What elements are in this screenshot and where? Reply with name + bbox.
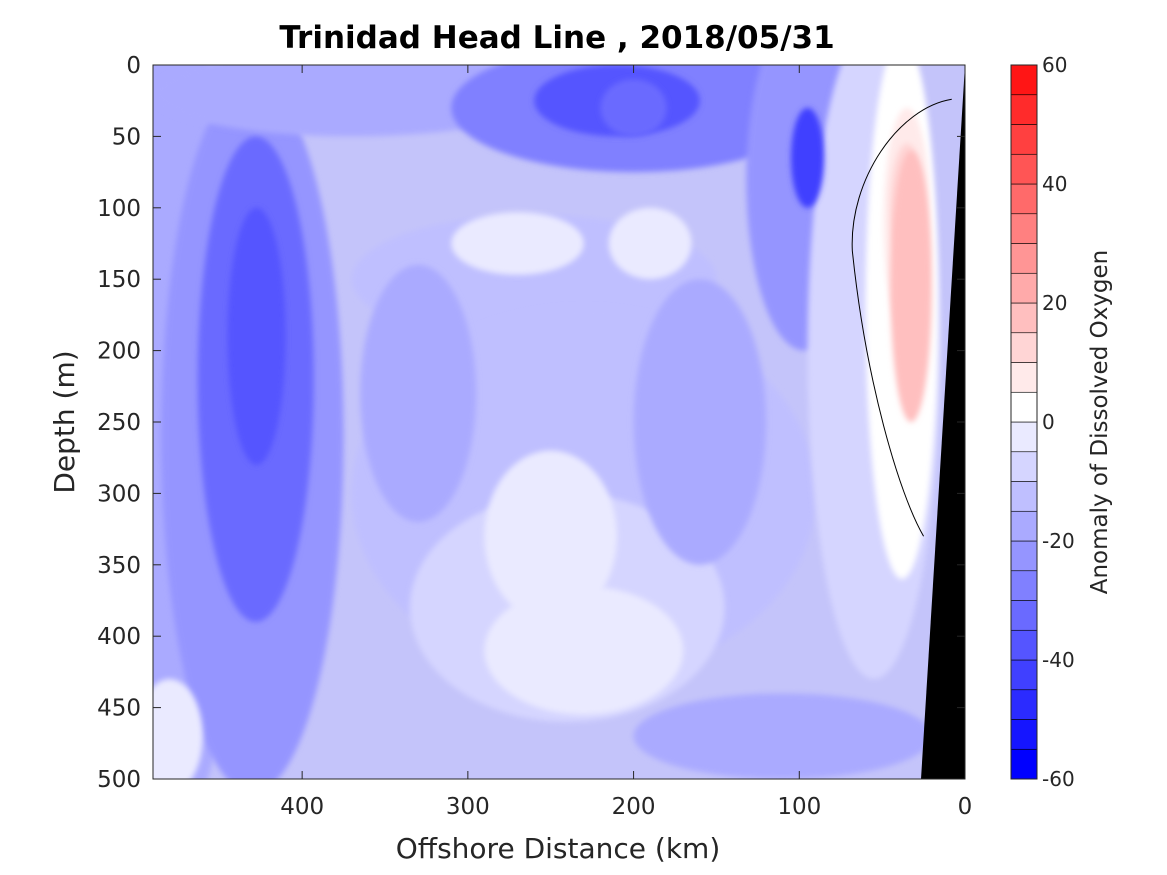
colorbar-segment (1010, 94, 1038, 125)
colorbar-tick-label: -60 (1042, 767, 1075, 791)
bathymetry-fill (921, 65, 965, 779)
colorbar-segment (1010, 183, 1038, 215)
contour-region-22 (633, 693, 932, 779)
y-tick-label: 400 (97, 624, 141, 650)
colorbar-segment (1010, 332, 1038, 363)
colorbar-segment (1010, 570, 1038, 601)
y-tick-label: 500 (97, 767, 141, 793)
x-axis-ticks: 400 300 200 100 0 (280, 65, 972, 820)
feature-low-oxygen-core-offshore (227, 207, 286, 465)
chart-title: Trinidad Head Line , 2018/05/31 (279, 20, 834, 56)
colorbar-segment (1010, 510, 1038, 542)
x-tick-label: 400 (280, 794, 324, 820)
contour-plot-area (153, 65, 965, 779)
colorbar (1010, 64, 1038, 780)
colorbar-label: Anomaly of Dissolved Oxygen (1087, 250, 1113, 595)
colorbar-tick-label: -40 (1042, 648, 1075, 672)
colorbar-segment (1010, 748, 1038, 780)
colorbar-segment (1010, 540, 1038, 572)
colorbar-segment (1010, 124, 1038, 155)
y-tick-label: 50 (112, 124, 141, 150)
feature-low-oxygen-core-shelf-break (791, 107, 825, 208)
feature-positive-anomaly-nearshore (890, 150, 932, 422)
contour-region-16 (360, 264, 477, 522)
x-tick-label: 0 (958, 794, 973, 820)
y-axis-ticks: 0 50 100 150 200 250 300 350 400 450 500 (97, 53, 965, 793)
colorbar-segment (1010, 481, 1038, 512)
colorbar-segment (1010, 391, 1038, 423)
colorbar-tick-label: -20 (1042, 529, 1075, 553)
feature-low-oxygen-surface-patch (600, 79, 667, 137)
colorbar-segment (1010, 600, 1038, 631)
contour-region-10 (608, 207, 692, 280)
y-axis-label: Depth (m) (48, 350, 81, 493)
contour-region-3 (153, 65, 551, 137)
colorbar-segment (1010, 153, 1038, 185)
x-axis-label: Offshore Distance (km) (396, 832, 721, 865)
colorbar-segment (1010, 362, 1038, 393)
contour-region-15 (633, 279, 767, 565)
colorbar-tick-label: 20 (1042, 291, 1067, 315)
zero-contour-line (851, 98, 952, 537)
colorbar-tick-label: 60 (1042, 53, 1067, 77)
x-tick-label: 200 (612, 794, 656, 820)
contour-region-9 (451, 212, 584, 275)
y-tick-label: 350 (97, 553, 141, 579)
y-tick-label: 150 (97, 267, 141, 293)
colorbar-segment (1010, 272, 1038, 304)
colorbar-segment (1010, 421, 1038, 453)
colorbar-segment (1010, 213, 1038, 244)
y-tick-label: 100 (97, 196, 141, 222)
colorbar-segment (1010, 689, 1038, 720)
colorbar-segment (1010, 64, 1038, 96)
contour-region-14 (484, 450, 617, 622)
x-tick-label: 100 (777, 794, 821, 820)
y-tick-label: 300 (97, 481, 141, 507)
colorbar-segment (1010, 302, 1038, 334)
y-tick-label: 0 (126, 53, 141, 79)
y-tick-label: 450 (97, 696, 141, 722)
colorbar-segment (1010, 243, 1038, 274)
contour-region-21 (153, 679, 203, 779)
colorbar-segment (1010, 451, 1038, 482)
colorbar-segment (1010, 629, 1038, 661)
y-tick-label: 250 (97, 410, 141, 436)
y-tick-label: 200 (97, 339, 141, 365)
colorbar-frame (1010, 64, 1038, 780)
colorbar-tick-label: 0 (1042, 410, 1055, 434)
colorbar-segment (1010, 719, 1038, 750)
contour-fills (153, 65, 952, 779)
colorbar-tick-label: 40 (1042, 172, 1067, 196)
x-tick-label: 300 (446, 794, 490, 820)
colorbar-ticks: 60 40 20 0 -20 -40 -60 (1042, 53, 1075, 791)
colorbar-segment (1010, 659, 1038, 691)
